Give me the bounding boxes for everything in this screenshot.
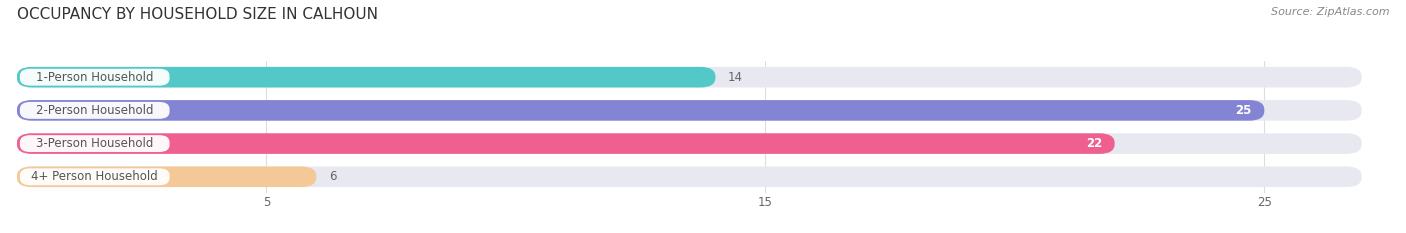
FancyBboxPatch shape [17, 67, 1361, 87]
Text: 14: 14 [728, 71, 742, 84]
FancyBboxPatch shape [17, 167, 1361, 187]
Text: 25: 25 [1236, 104, 1251, 117]
FancyBboxPatch shape [17, 100, 1264, 121]
FancyBboxPatch shape [20, 102, 170, 119]
FancyBboxPatch shape [17, 133, 1115, 154]
Text: OCCUPANCY BY HOUSEHOLD SIZE IN CALHOUN: OCCUPANCY BY HOUSEHOLD SIZE IN CALHOUN [17, 7, 378, 22]
Text: 22: 22 [1085, 137, 1102, 150]
Text: 1-Person Household: 1-Person Household [37, 71, 153, 84]
FancyBboxPatch shape [17, 133, 1361, 154]
Text: 6: 6 [329, 170, 336, 183]
FancyBboxPatch shape [17, 67, 716, 87]
Text: 4+ Person Household: 4+ Person Household [31, 170, 157, 183]
FancyBboxPatch shape [20, 168, 170, 185]
FancyBboxPatch shape [17, 167, 316, 187]
Text: 2-Person Household: 2-Person Household [37, 104, 153, 117]
FancyBboxPatch shape [17, 100, 1361, 121]
FancyBboxPatch shape [20, 69, 170, 86]
Text: 3-Person Household: 3-Person Household [37, 137, 153, 150]
Text: Source: ZipAtlas.com: Source: ZipAtlas.com [1271, 7, 1389, 17]
FancyBboxPatch shape [20, 135, 170, 152]
